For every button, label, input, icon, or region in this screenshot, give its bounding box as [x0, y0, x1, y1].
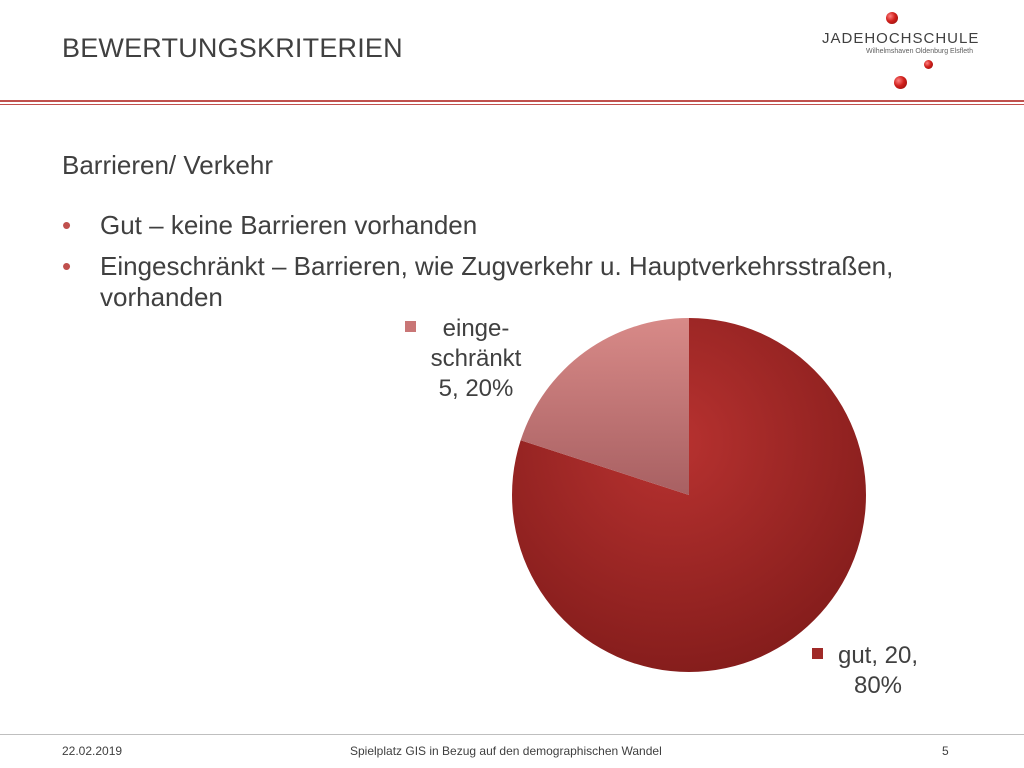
data-label-line: 5, 20% — [439, 375, 514, 402]
footer-rule — [0, 734, 1024, 735]
footer-center: Spielplatz GIS in Bezug auf den demograp… — [350, 744, 662, 758]
data-label-gut: gut, 20, 80% — [812, 642, 918, 699]
page-number: 5 — [942, 744, 949, 758]
logo-ball-3 — [894, 76, 907, 89]
header-rule — [0, 100, 1024, 102]
bullet-dot-icon: • — [62, 251, 72, 281]
pie-slice-eingeschraenkt — [520, 318, 689, 495]
data-label-line: einge- — [443, 315, 510, 342]
legend-marker-icon — [812, 648, 823, 659]
bullet-item: • Eingeschränkt – Barrieren, wie Zugverk… — [62, 251, 1002, 313]
logo: JADEHOCHSCHULE Wilhelmshaven Oldenburg E… — [822, 10, 1002, 90]
bullet-dot-icon: • — [62, 210, 72, 240]
data-label-line: schränkt — [431, 345, 522, 372]
logo-jade: JADE — [822, 30, 865, 47]
data-label-eingeschraenkt: einge-schränkt 5, 20% — [405, 315, 522, 402]
bullet-list: • Gut – keine Barrieren vorhanden • Eing… — [62, 210, 1002, 323]
logo-wordmark: JADEHOCHSCHULE — [822, 30, 979, 47]
footer-date: 22.02.2019 — [62, 744, 123, 758]
logo-ball-1 — [886, 12, 898, 24]
slide-title: BEWERTUNGSKRITERIEN — [62, 33, 403, 63]
bullet-text: Gut – keine Barrieren vorhanden — [100, 210, 478, 240]
logo-ball-2 — [924, 60, 933, 69]
data-label-line: gut, 20, — [838, 642, 918, 669]
bullet-text: Eingeschränkt – Barrieren, wie Zugverkeh… — [100, 251, 894, 312]
data-label-line: 80% — [854, 672, 902, 699]
subtitle: Barrieren/ Verkehr — [62, 150, 273, 180]
legend-marker-icon — [405, 321, 416, 332]
logo-hochschule: HOCHSCHULE — [864, 30, 980, 47]
bullet-item: • Gut – keine Barrieren vorhanden — [62, 210, 1002, 241]
logo-tagline: Wilhelmshaven Oldenburg Elsfleth — [866, 48, 973, 55]
header-rule-thin — [0, 104, 1024, 105]
